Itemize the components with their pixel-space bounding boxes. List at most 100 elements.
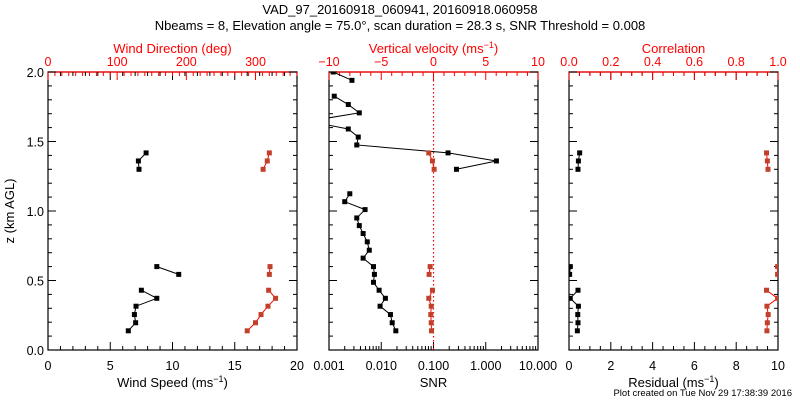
chart-title: VAD_97_20160918_060941, 20160918.060958: [262, 2, 537, 17]
snr-point: [354, 142, 360, 148]
vertical-velocity-point: [427, 264, 433, 270]
top-tick-label: −5: [374, 55, 388, 69]
wind-speed-point: [138, 287, 144, 293]
snr-point: [355, 134, 361, 140]
wind-direction-point: [258, 312, 264, 318]
residual-point: [575, 320, 581, 326]
snr-point: [354, 215, 360, 221]
bottom-tick-label: 4: [649, 359, 656, 373]
snr-line: [329, 95, 497, 170]
y-axis-label: z (km AGL): [2, 178, 17, 243]
bottom-tick-label: 0.100: [418, 359, 449, 373]
bottom-tick-label: 0.001: [313, 359, 344, 373]
wind-direction-point: [266, 150, 272, 156]
snr-point: [345, 126, 351, 132]
residual-point: [569, 271, 573, 277]
wind-speed-point: [136, 166, 142, 172]
top-tick-label: 0: [45, 55, 52, 69]
top-tick-label: 0.6: [686, 55, 703, 69]
vertical-velocity-point: [428, 320, 434, 326]
panel-3: 0 2 4 6 8 10 0.0 0.2 0.4 0.6 0.8 1.0: [560, 55, 786, 373]
snr-point: [382, 295, 388, 301]
bottom-tick-label: 0: [45, 359, 52, 373]
residual-point: [569, 264, 573, 270]
residual-point: [575, 287, 581, 293]
top-tick-label: 100: [107, 55, 128, 69]
snr-point: [364, 239, 370, 245]
wind-speed-point: [176, 271, 182, 277]
bottom-tick-label: 10: [771, 359, 785, 373]
snr-point: [377, 303, 383, 309]
wind-direction-point: [244, 328, 250, 334]
y-tick-label: 1.5: [27, 136, 44, 150]
panel-2: 0.001 0.010 0.100 1.000 10.000 −10 −5 0 5 10: [313, 55, 557, 373]
wind-speed-point: [154, 295, 160, 301]
snr-point: [356, 223, 362, 229]
correlation-point: [765, 166, 771, 172]
correlation-point: [764, 150, 770, 156]
top-tick-label: 0.2: [602, 55, 619, 69]
snr-point: [366, 247, 372, 253]
residual-point: [575, 166, 581, 172]
top-axis-label: Correlation: [642, 41, 706, 56]
y-tick-label: 2.0: [27, 66, 44, 80]
bottom-axis-label: SNR: [420, 375, 447, 390]
top-tick-label: 10: [531, 55, 545, 69]
plot-footer: Plot created on Tue Nov 29 17:38:39 2016: [613, 388, 792, 399]
correlation-point: [775, 271, 778, 277]
wind-direction-point: [260, 166, 266, 172]
snr-point: [342, 199, 348, 205]
correlation-point: [764, 328, 770, 334]
chart-subtitle: Nbeams = 8, Elevation angle = 75.0°, sca…: [155, 18, 646, 33]
top-tick-label: 200: [176, 55, 197, 69]
wind-direction-point: [264, 158, 270, 164]
y-tick-label: 0.5: [27, 275, 44, 289]
wind-speed-point: [131, 312, 137, 318]
correlation-point: [764, 303, 770, 309]
snr-point: [370, 264, 376, 270]
snr-point: [331, 93, 337, 99]
snr-point: [371, 271, 377, 277]
snr-point: [345, 102, 351, 108]
residual-point: [577, 150, 583, 156]
correlation-point: [765, 312, 771, 318]
y-tick-label: 1.0: [27, 205, 44, 219]
vertical-velocity-point: [428, 312, 434, 318]
residual-point: [575, 158, 581, 164]
wind-direction-point: [265, 303, 271, 309]
snr-point: [360, 255, 366, 261]
snr-point: [453, 166, 459, 172]
top-tick-label: 0.8: [728, 55, 745, 69]
snr-point: [370, 279, 376, 285]
bottom-tick-label: 5: [107, 359, 114, 373]
bottom-axis-label: Residual (ms−1): [628, 374, 718, 390]
bottom-tick-label: 10: [166, 359, 180, 373]
top-tick-label: 0.4: [644, 55, 661, 69]
bottom-tick-label: 10.000: [519, 359, 557, 373]
wind-direction-point: [266, 271, 272, 277]
bottom-tick-label: 8: [733, 359, 740, 373]
y-tick-label: 0.0: [27, 344, 44, 358]
snr-point: [387, 312, 393, 318]
residual-point: [569, 295, 573, 301]
top-tick-label: 1.0: [769, 55, 786, 69]
correlation-point: [764, 320, 770, 326]
correlation-point: [775, 264, 778, 270]
vertical-velocity-point: [428, 303, 434, 309]
residual-point: [574, 328, 580, 334]
residual-point: [575, 312, 581, 318]
snr-point: [445, 150, 451, 156]
wind-speed-point: [143, 150, 149, 156]
wind-direction-point: [267, 264, 273, 270]
snr-point: [347, 191, 353, 197]
vertical-velocity-point: [429, 328, 435, 334]
vertical-velocity-point: [426, 150, 432, 156]
vertical-velocity-point: [429, 158, 435, 164]
wind-direction-point: [273, 295, 279, 301]
snr-point: [349, 77, 355, 83]
wind-speed-point: [125, 328, 131, 334]
snr-point: [360, 231, 366, 237]
bottom-tick-label: 15: [228, 359, 242, 373]
